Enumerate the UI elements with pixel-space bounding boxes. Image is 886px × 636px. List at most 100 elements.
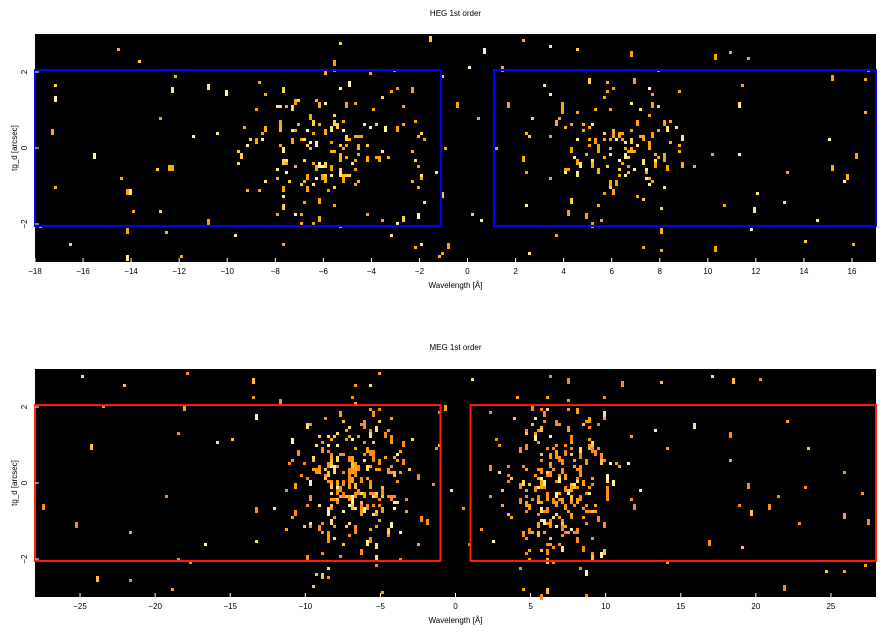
event-pixel [645, 177, 648, 180]
event-pixel [507, 513, 510, 516]
event-pixel [348, 468, 351, 474]
event-pixel [555, 492, 558, 498]
event-pixel [384, 432, 387, 435]
event-pixel [618, 465, 621, 468]
event-pixel [360, 492, 363, 495]
y-tick-label: 2 [20, 404, 29, 409]
event-pixel [321, 522, 324, 525]
event-pixel [411, 438, 414, 441]
event-pixel [582, 480, 585, 486]
event-pixel [681, 135, 684, 141]
event-pixel [312, 585, 315, 588]
event-pixel [642, 198, 645, 201]
event-pixel [387, 156, 390, 159]
event-pixel [609, 138, 612, 141]
event-pixel [804, 486, 807, 489]
event-pixel [279, 120, 282, 126]
event-pixel [588, 417, 591, 423]
event-pixel [588, 138, 591, 141]
event-pixel [729, 459, 732, 462]
event-pixel [615, 462, 618, 465]
panel1-axes: −18 −16 −14 −12 −10 −8 −6 −4 −2 0 2 4 6 8 10 12 14 16 −2 0 2 [20, 69, 857, 276]
event-pixel [330, 492, 333, 495]
event-pixel [342, 177, 345, 183]
event-pixel [387, 468, 390, 474]
event-pixel [282, 195, 285, 198]
event-pixel [366, 540, 369, 546]
event-pixel [276, 213, 279, 216]
event-pixel [576, 111, 579, 114]
event-pixel [573, 483, 576, 486]
event-pixel [843, 180, 846, 183]
event-pixel [354, 492, 357, 498]
event-pixel [336, 501, 339, 504]
event-pixel [567, 378, 570, 384]
event-pixel [636, 120, 639, 126]
event-pixel [279, 105, 282, 108]
event-pixel [360, 504, 363, 510]
event-pixel [582, 423, 585, 426]
event-pixel [318, 468, 321, 474]
event-pixel [630, 51, 633, 57]
event-pixel [639, 489, 642, 492]
event-pixel [450, 489, 453, 492]
event-pixel [255, 138, 258, 144]
event-pixel [330, 141, 333, 144]
event-pixel [564, 126, 567, 129]
event-pixel [651, 180, 654, 183]
x-tick-label: 10 [703, 267, 712, 276]
event-pixel [576, 477, 579, 480]
event-pixel [207, 219, 210, 225]
event-pixel [93, 153, 96, 159]
event-pixel [282, 159, 285, 165]
event-pixel [576, 408, 579, 414]
event-pixel [291, 138, 294, 144]
event-pixel [570, 489, 573, 492]
event-pixel [561, 468, 564, 474]
event-pixel [558, 456, 561, 462]
x-tick-label: −2 [415, 267, 425, 276]
event-pixel [513, 417, 516, 420]
event-pixel [609, 108, 612, 111]
event-pixel [867, 519, 870, 525]
event-pixel [315, 468, 318, 471]
event-pixel [501, 66, 504, 72]
event-pixel [318, 216, 321, 222]
event-pixel [540, 459, 543, 462]
event-pixel [165, 231, 168, 234]
event-pixel [510, 516, 513, 519]
event-pixel [540, 408, 543, 411]
event-pixel [414, 246, 417, 249]
event-pixel [378, 156, 381, 162]
event-pixel [354, 159, 357, 162]
event-pixel [336, 492, 339, 495]
event-pixel [279, 144, 282, 147]
x-tick-label: −16 [76, 267, 90, 276]
event-pixel [366, 213, 369, 216]
event-pixel [315, 141, 318, 147]
event-pixel [333, 186, 336, 189]
event-pixel [282, 87, 285, 90]
event-pixel [375, 426, 378, 432]
event-pixel [615, 138, 618, 141]
event-pixel [42, 504, 45, 510]
event-pixel [324, 69, 327, 75]
event-pixel [327, 462, 330, 468]
y-tick-label: −2 [20, 219, 29, 229]
event-pixel [300, 474, 303, 477]
event-pixel [306, 174, 309, 180]
event-pixel [321, 531, 324, 534]
event-pixel [525, 495, 528, 498]
event-pixel [231, 438, 234, 441]
event-pixel [366, 144, 369, 147]
event-pixel [339, 171, 342, 177]
event-pixel [558, 498, 561, 501]
event-pixel [366, 477, 369, 480]
event-pixel [594, 510, 597, 513]
event-pixel [603, 459, 606, 462]
event-pixel [558, 492, 561, 495]
event-pixel [519, 483, 522, 489]
event-pixel [537, 441, 540, 444]
x-tick-label: −8 [271, 267, 281, 276]
event-pixel [306, 477, 309, 480]
